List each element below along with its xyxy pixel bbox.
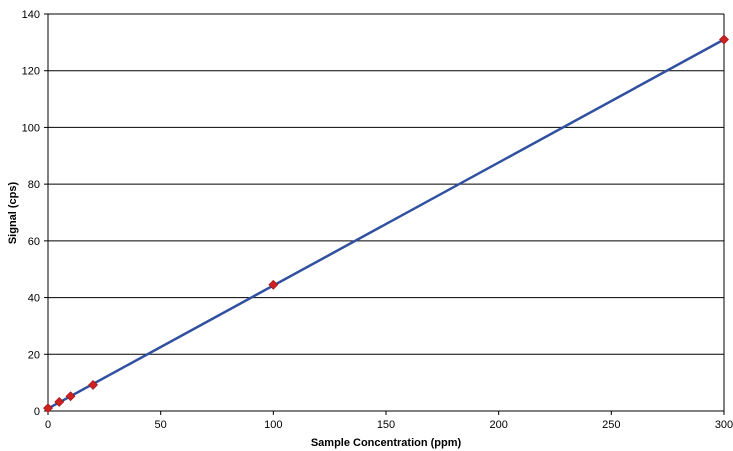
y-tick-label: 100 <box>22 122 40 134</box>
y-axis-label: Signal (cps) <box>7 181 19 244</box>
y-tick-label: 20 <box>28 349 40 361</box>
y-tick-label: 0 <box>34 406 40 418</box>
data-point <box>43 403 53 414</box>
trendline-layer <box>49 38 726 409</box>
y-tick-label: 80 <box>28 179 40 191</box>
ticks-layer: 0 20 40 60 80 100 120 140 0 50 100 150 200 250 300 <box>22 9 733 431</box>
x-tick-label: 150 <box>377 419 395 431</box>
data-point <box>88 379 98 390</box>
points-layer <box>43 34 729 414</box>
y-tick-label: 40 <box>28 293 40 305</box>
x-tick-label: 0 <box>45 419 51 431</box>
data-point <box>268 279 279 290</box>
y-tick-label: 120 <box>22 66 40 78</box>
data-point <box>65 391 76 402</box>
trendline <box>49 38 726 409</box>
x-tick-label: 250 <box>602 419 620 431</box>
grid-layer <box>48 13 724 355</box>
x-tick-label: 200 <box>489 419 507 431</box>
data-point <box>54 397 65 407</box>
axes-layer <box>47 14 725 412</box>
data-point <box>719 34 729 45</box>
y-tick-label: 140 <box>22 9 40 21</box>
x-tick-label: 100 <box>264 419 282 431</box>
x-tick-label: 300 <box>715 419 733 431</box>
x-axis-label: Sample Concentration (ppm) <box>311 437 462 449</box>
x-tick-label: 50 <box>155 419 167 431</box>
y-tick-label: 60 <box>28 236 40 248</box>
